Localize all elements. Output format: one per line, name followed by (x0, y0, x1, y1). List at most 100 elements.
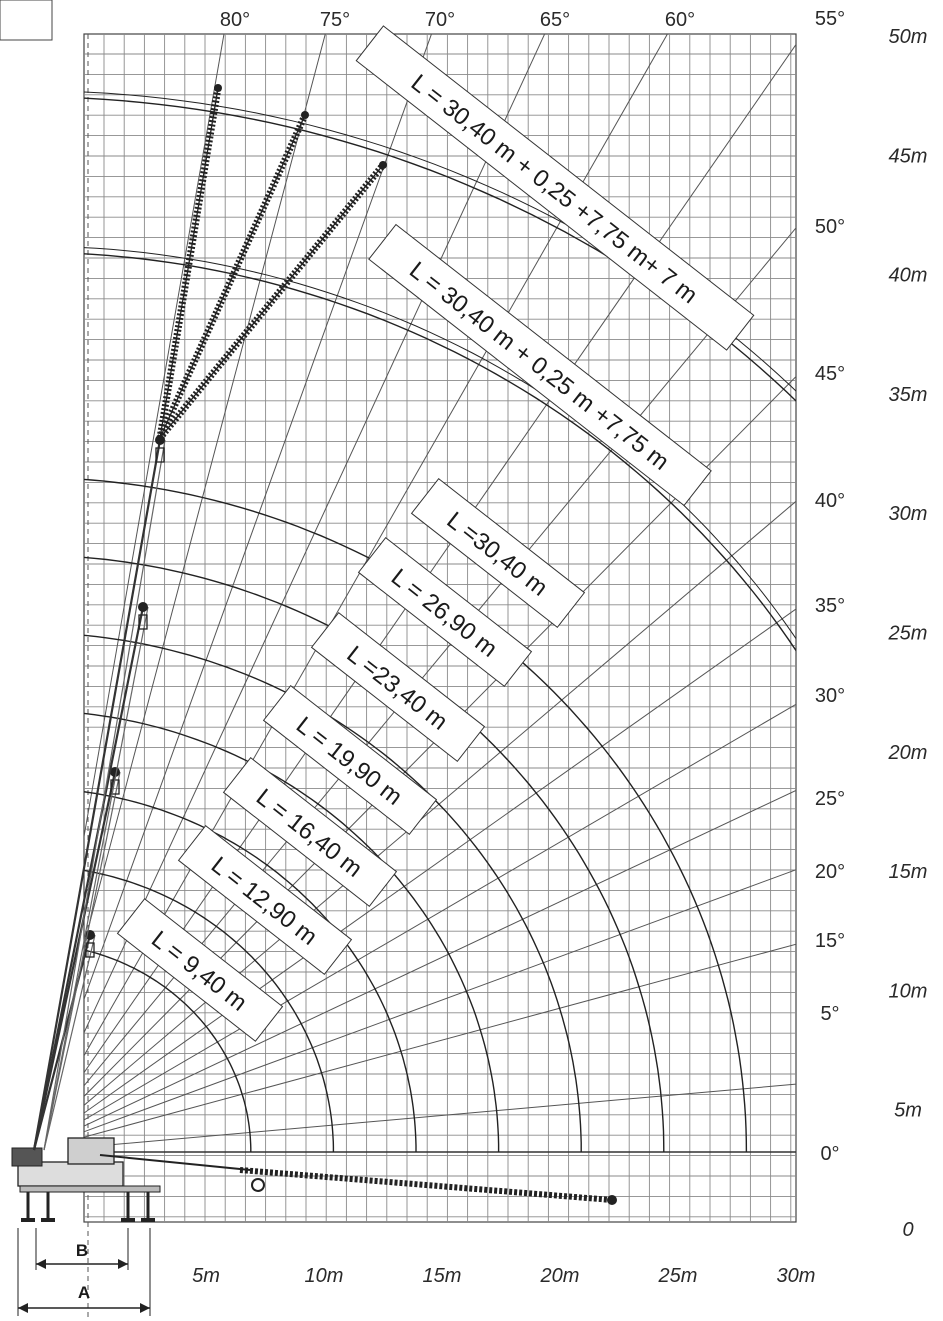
angle-label-75: 75° (320, 9, 350, 31)
x-tick-label: 25m (658, 1265, 698, 1287)
y-tick-label: 35m (889, 384, 928, 406)
x-tick-label: 5m (192, 1265, 220, 1287)
crane-illustration (11, 84, 617, 1222)
angle-label-30: 30° (815, 685, 845, 707)
x-tick-label: 10m (305, 1265, 344, 1287)
outrigger-pad (41, 1218, 55, 1222)
boom-length-arcs (84, 91, 796, 1153)
boom-label-box (177, 825, 353, 975)
boom-angle-lines (84, 34, 796, 1148)
y-tick-label: 15m (889, 861, 928, 883)
y-tick-label: 50m (889, 26, 928, 48)
telescopic-boom-edge (43, 439, 166, 1151)
telescopic-boom (32, 606, 145, 1151)
outrigger-pad (121, 1218, 135, 1222)
boom-head (110, 767, 120, 777)
hook (138, 614, 148, 630)
y-tick-label: 30m (889, 503, 928, 525)
y-tick-label: 20m (888, 742, 928, 764)
boom-label-box (410, 478, 586, 628)
arc-3040 (84, 478, 748, 1153)
boom-label: L = 26,90 m (386, 564, 502, 663)
angle-line-15deg (84, 943, 796, 1138)
telescopic-boom (32, 439, 162, 1151)
boom-label-box (222, 757, 398, 907)
angle-label-50: 50° (815, 216, 845, 238)
jib-tip (607, 1195, 617, 1205)
boom-label-box (116, 898, 284, 1042)
boom-label: L = 16,40 m (251, 784, 367, 883)
angle-line-65deg (84, 34, 546, 1034)
angle-line-40deg (84, 500, 796, 1106)
angle-label-60: 60° (665, 9, 695, 31)
angle-labels: 0° 5° 15° 20° 25° 30° 35° 40° 45° 50° 55° 60° 65° 70°… (220, 8, 845, 1165)
angle-label-40: 40° (815, 490, 845, 512)
angle-line-45deg (84, 375, 796, 1098)
outrigger-pad (141, 1218, 155, 1222)
lattice-jib-chord (159, 164, 384, 439)
boom-horizontal (99, 1154, 251, 1171)
y-tick-label: 45m (889, 145, 928, 167)
angle-line-75deg (84, 34, 326, 947)
boom-head (138, 602, 148, 612)
counterweight (11, 1147, 43, 1167)
angle-label-55: 55° (815, 8, 845, 30)
angle-line-50deg (84, 227, 796, 1087)
corner-box (0, 0, 53, 41)
dim-label-A: A (78, 1283, 90, 1302)
dim-arrow-left (36, 1259, 46, 1269)
jib-head (379, 161, 387, 169)
boom-label-box (357, 537, 533, 687)
dim-label-B: B (76, 1241, 88, 1260)
arc-secondary (84, 91, 796, 392)
angle-label-25: 25° (815, 788, 845, 810)
angle-label-65: 65° (540, 9, 570, 31)
angle-line-25deg (84, 789, 796, 1127)
angle-label-35: 35° (815, 595, 845, 617)
jib-stowed (239, 1167, 613, 1203)
angle-label-45: 45° (815, 363, 845, 385)
jib-head (301, 111, 309, 119)
outrigger-pad (21, 1218, 35, 1222)
boom-label: L = 12,90 m (206, 852, 322, 951)
hook-block (251, 1178, 265, 1192)
y-tick-label: 25m (888, 623, 928, 645)
angle-line-55deg (84, 43, 796, 1074)
angle-label-70: 70° (425, 9, 455, 31)
angle-line-70deg (84, 34, 433, 1001)
y-axis-ticks: 0 5m 10m 15m 20m 25m 30m 35m 40m 45m 50m (888, 26, 928, 1241)
jib-head (214, 84, 222, 92)
telescopic-boom-edge (43, 934, 96, 1151)
angle-label-80: 80° (220, 9, 250, 31)
angle-label-0: 0° (820, 1143, 839, 1165)
boom-length-labels: L = 9,40 mL = 12,90 mL = 16,40 mL = 19,9… (116, 25, 755, 1042)
dim-arrow-right (140, 1303, 150, 1313)
boom-label: L = 30,40 m + 0,25 m +7,75 m (404, 257, 674, 476)
boom-label-box (262, 685, 438, 835)
arc-2340 (84, 634, 582, 1152)
angle-line-80deg (84, 34, 225, 840)
arc-3040025775 (84, 253, 796, 652)
x-tick-label: 15m (423, 1265, 462, 1287)
boom-label-box (310, 612, 486, 762)
cab (67, 1137, 115, 1165)
dim-arrow-left (18, 1303, 28, 1313)
lattice-jib-chord (159, 114, 306, 439)
y-tick-label: 5m (894, 1100, 922, 1122)
lattice-jib-chord (159, 87, 219, 439)
angle-label-15: 15° (815, 930, 845, 952)
angle-label-20: 20° (815, 861, 845, 883)
arc-1640 (84, 791, 417, 1152)
hook (85, 942, 95, 958)
grid-frame (83, 33, 797, 1223)
boom-label: L = 19,90 m (291, 712, 407, 811)
x-axis-ticks: 5m 10m 15m 20m 25m 30m (192, 1265, 815, 1287)
telescopic-boom-edge (43, 606, 149, 1151)
dim-arrow-right (118, 1259, 128, 1269)
angle-line-60deg (84, 34, 669, 1057)
x-tick-label: 20m (540, 1265, 580, 1287)
angle-line-30deg (84, 703, 796, 1121)
arc-1290 (84, 869, 335, 1152)
outrigger-dimensions: BA (17, 1228, 151, 1316)
